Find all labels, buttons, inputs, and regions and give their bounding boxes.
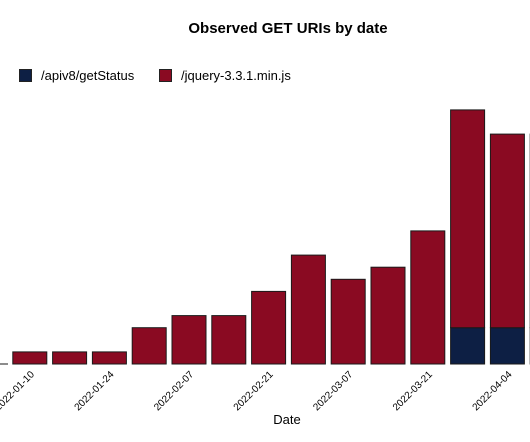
legend-label-getstatus: /apiv8/getStatus [41, 68, 135, 83]
bars-group [0, 109, 530, 365]
bar-jquery-2022-03-21 [410, 230, 446, 365]
legend-swatch-jquery [159, 69, 172, 82]
x-axis-label: Date [273, 412, 300, 427]
chart-title: Observed GET URIs by date [188, 20, 388, 37]
bar-jquery-2022-02-07 [171, 315, 207, 365]
bar-jquery-2022-03-07 [330, 278, 366, 365]
x-tick-label: 2022-03-07 [311, 369, 355, 413]
bar-jquery-2022-01-17 [52, 351, 88, 365]
bar-jquery-2022-01-10 [12, 351, 48, 365]
bar-jquery-2022-03-28 [450, 109, 486, 329]
x-tick-label: 2022-04-04 [471, 369, 515, 413]
bar-jquery-2022-02-28 [290, 254, 326, 365]
bar-jquery-2022-04-04 [489, 133, 525, 329]
legend-item-jquery: /jquery-3.3.1.min.js [159, 68, 291, 83]
x-tick-label: 2022-01-24 [73, 369, 117, 413]
x-tick-label: 2022-02-21 [232, 369, 276, 413]
x-tick-label: 2022-01-10 [0, 369, 37, 413]
bar-jquery-2022-01-31 [131, 327, 167, 365]
legend-label-jquery: /jquery-3.3.1.min.js [181, 68, 291, 83]
legend-swatch-getstatus [19, 69, 32, 82]
bar-jquery-2022-03-14 [370, 266, 406, 365]
bar-jquery-2022-01-24 [91, 351, 127, 365]
bar-jquery-2022-02-14 [211, 315, 247, 365]
bar-jquery-2022-02-21 [251, 290, 287, 365]
legend-item-getstatus: /apiv8/getStatus [19, 68, 134, 83]
bar-getstatus-2022-04-04 [489, 327, 525, 365]
bar-getstatus-2022-03-28 [450, 327, 486, 365]
x-tick-label: 2022-03-21 [391, 369, 435, 413]
x-tick-label: 2022-02-07 [152, 369, 196, 413]
x-ticks-group: 2022-01-10 2022-01-24 2022-02-07 2022-02-21… [0, 369, 515, 413]
